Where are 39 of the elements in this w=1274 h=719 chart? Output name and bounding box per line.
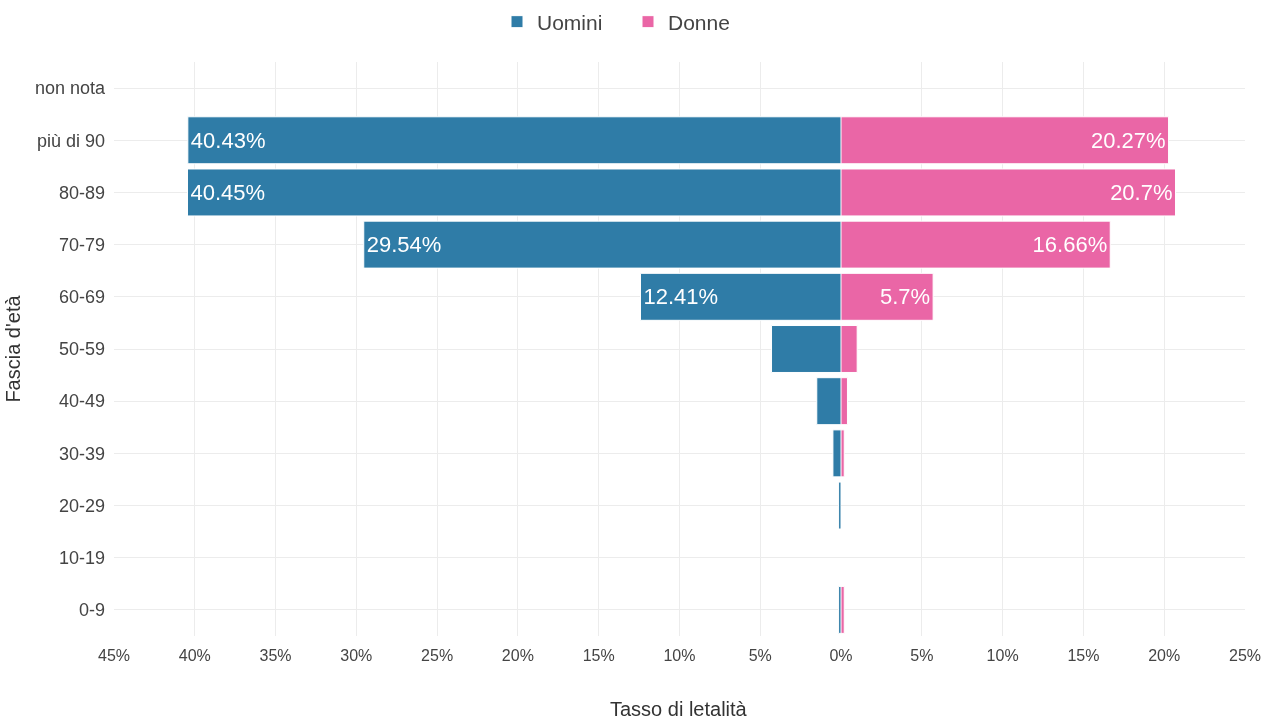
data-label: 40.45% [190, 179, 266, 205]
y-tick-label: 50-59 [58, 339, 105, 360]
x-tick-label: 40% [178, 647, 211, 664]
y-tick-label: 10-19 [58, 548, 105, 569]
x-tick-label: 25% [421, 647, 454, 664]
x-tick-label: 20% [501, 647, 534, 664]
x-tick-label: 10% [986, 647, 1019, 664]
x-tick-label: 15% [1067, 647, 1100, 664]
x-tick-label: 25% [1228, 647, 1262, 664]
x-tick-label: 30% [340, 647, 373, 664]
y-tick-label: 40-49 [58, 391, 105, 412]
data-label: 20.27% [1090, 127, 1166, 153]
data-label: 16.66% [1032, 232, 1108, 258]
y-tick-label: 30-39 [58, 443, 105, 464]
x-tick-label: 15% [582, 647, 615, 664]
y-tick-label: 0-9 [78, 600, 105, 621]
bar [838, 481, 841, 530]
y-tick-label: 80-89 [58, 182, 105, 203]
y-tick-label: 70-79 [58, 234, 105, 255]
legend-label: Donne [668, 10, 730, 34]
x-tick-label: 5% [748, 647, 772, 664]
x-tick-label: 0% [829, 647, 853, 664]
x-tick-label: 20% [1148, 647, 1181, 664]
y-axis-title: Fascia d'età [2, 294, 25, 403]
y-tick-label: 20-29 [58, 495, 105, 516]
y-tick-label: più di 90 [36, 130, 105, 151]
y-tick-label: 60-69 [58, 287, 105, 308]
data-label: 40.43% [190, 127, 266, 153]
y-tick-label: non nota [34, 78, 106, 99]
x-tick-label: 10% [663, 647, 696, 664]
legend-label: Uomini [537, 10, 603, 34]
x-tick-label: 5% [910, 647, 934, 664]
data-label: 12.41% [643, 284, 719, 310]
x-tick-label: 35% [259, 647, 292, 664]
data-label: 20.7% [1110, 179, 1173, 205]
data-label: 5.7% [879, 284, 931, 310]
data-label: 29.54% [366, 232, 442, 258]
x-axis-title: Tasso di letalità [610, 698, 748, 719]
x-tick-label: 45% [97, 647, 131, 664]
